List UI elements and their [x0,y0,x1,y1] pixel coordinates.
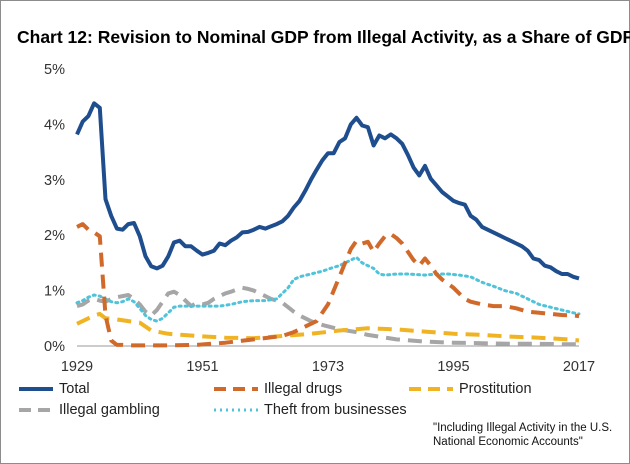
source-note: "Including Illegal Activity in the U.S. … [433,421,612,449]
source-note-line-2: National Economic Accounts" [433,436,583,448]
y-tick-label: 3% [44,173,65,189]
legend-swatch-total [19,387,53,391]
series-line-theft-from-businesses [75,255,581,323]
y-tick-label: 5% [44,62,65,78]
legend-illegal-drugs: Illegal drugs [214,381,342,397]
x-tick-label: 1973 [312,359,344,375]
y-tick-label: 4% [44,117,65,133]
legend-swatch-prostitution [409,387,453,391]
legend-label-total: Total [59,381,90,397]
x-tick-label: 1951 [186,359,218,375]
x-tick-label: 1929 [61,359,93,375]
series-line-prostitution [76,311,580,343]
series-line-illegal-drugs [76,222,580,348]
series-line-total [75,101,580,281]
legend-total: Total [19,381,90,397]
x-tick-label: 1995 [437,359,469,375]
legend-label-theft-from-businesses: Theft from businesses [264,402,407,418]
y-tick-label: 2% [44,228,65,244]
legend-swatch-theft-from-businesses [214,408,258,412]
legend-label-illegal-gambling: Illegal gambling [59,402,160,418]
chart-title: Chart 12: Revision to Nominal GDP from I… [17,27,630,47]
legend-label-prostitution: Prostitution [459,381,532,397]
legend-prostitution: Prostitution [409,381,532,397]
x-tick-label: 2017 [563,359,595,375]
y-tick-label: 0% [44,339,65,355]
series-line-illegal-gambling [76,285,579,347]
legend-swatch-illegal-gambling [19,408,53,412]
source-note-line-1: "Including Illegal Activity in the U.S. [433,422,613,434]
legend-swatch-illegal-drugs [214,387,258,391]
y-tick-label: 1% [44,284,65,300]
legend-theft-from-businesses: Theft from businesses [214,402,407,418]
legend-label-illegal-drugs: Illegal drugs [264,381,343,397]
legend-illegal-gambling: Illegal gambling [19,402,160,418]
